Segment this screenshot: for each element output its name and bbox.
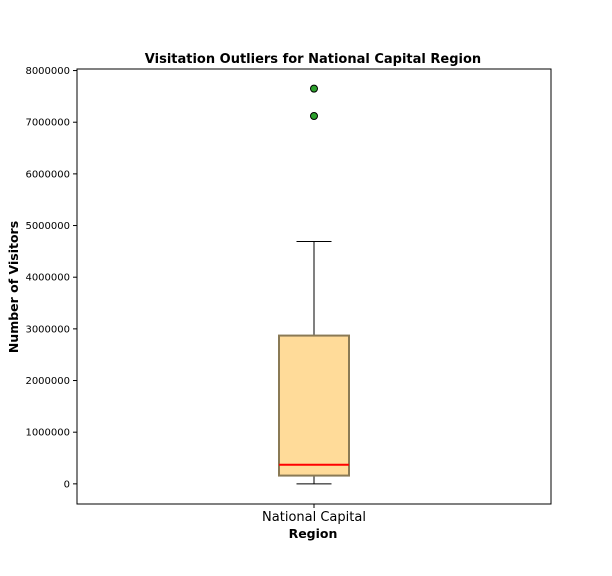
outlier-point: [310, 112, 318, 121]
y-axis: 0 1000000 2000000 3000000 4000000 5000000 6000…: [25, 66, 77, 490]
y-tick-label: 3000000: [25, 324, 70, 335]
x-axis: National Capital: [262, 504, 366, 525]
y-tick-label: 5000000: [25, 221, 70, 232]
x-axis-label: Region: [289, 526, 338, 541]
y-tick-label: 1000000: [25, 428, 70, 439]
box-plot-marks: [278, 84, 350, 485]
outlier-point: [310, 84, 318, 93]
y-tick-label: 7000000: [25, 118, 70, 129]
y-tick-label: 2000000: [25, 376, 70, 387]
y-tick-label: 6000000: [25, 169, 70, 180]
x-tick-label: National Capital: [262, 510, 366, 525]
iqr-box: [278, 334, 350, 477]
y-tick-label: 0: [64, 479, 70, 490]
y-tick-label: 8000000: [25, 66, 70, 77]
y-tick-label: 4000000: [25, 273, 70, 284]
y-axis-label: Number of Visitors: [6, 221, 21, 353]
chart-title: Visitation Outliers for National Capital…: [145, 52, 481, 67]
